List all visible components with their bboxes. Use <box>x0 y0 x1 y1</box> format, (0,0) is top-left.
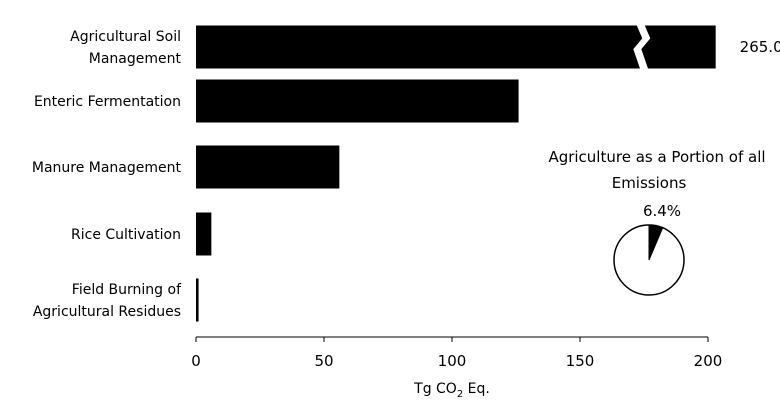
bar-2 <box>196 145 340 189</box>
category-labels: Agricultural Soil Management Enteric Ferme… <box>32 29 182 320</box>
x-axis-title: Tg CO2 Eq. <box>413 381 490 400</box>
value-label-0: 265.0 <box>740 38 780 56</box>
bar-1 <box>196 79 519 123</box>
axis-break-mark <box>633 24 651 70</box>
category-label-4-1: Agricultural Residues <box>33 304 181 320</box>
inset-title-line2: Emissions <box>612 174 687 192</box>
category-label-0-1: Management <box>89 51 182 67</box>
category-label-2-0: Manure Management <box>32 160 182 176</box>
category-label-1-0: Enteric Fermentation <box>34 94 181 110</box>
x-tick-label-3: 150 <box>566 352 595 370</box>
bar-4 <box>196 278 199 322</box>
bar-3 <box>196 212 212 256</box>
bar-group: 265.0 <box>196 24 780 322</box>
x-ticks: 0 50 100 150 200 <box>191 337 722 370</box>
x-tick-label-0: 0 <box>191 352 201 370</box>
category-label-3-0: Rice Cultivation <box>71 227 181 243</box>
inset-pie-chart: Agriculture as a Portion of all Emission… <box>548 148 766 296</box>
x-tick-label-4: 200 <box>694 352 723 370</box>
pie-agriculture-slice <box>648 224 664 261</box>
bar-0 <box>196 25 716 69</box>
x-tick-label-2: 100 <box>438 352 467 370</box>
inset-slice-label: 6.4% <box>643 202 681 220</box>
inset-title-line1: Agriculture as a Portion of all <box>548 148 765 166</box>
category-label-4-0: Field Burning of <box>72 282 182 298</box>
x-tick-label-1: 50 <box>314 352 333 370</box>
category-label-0-0: Agricultural Soil <box>70 29 181 45</box>
